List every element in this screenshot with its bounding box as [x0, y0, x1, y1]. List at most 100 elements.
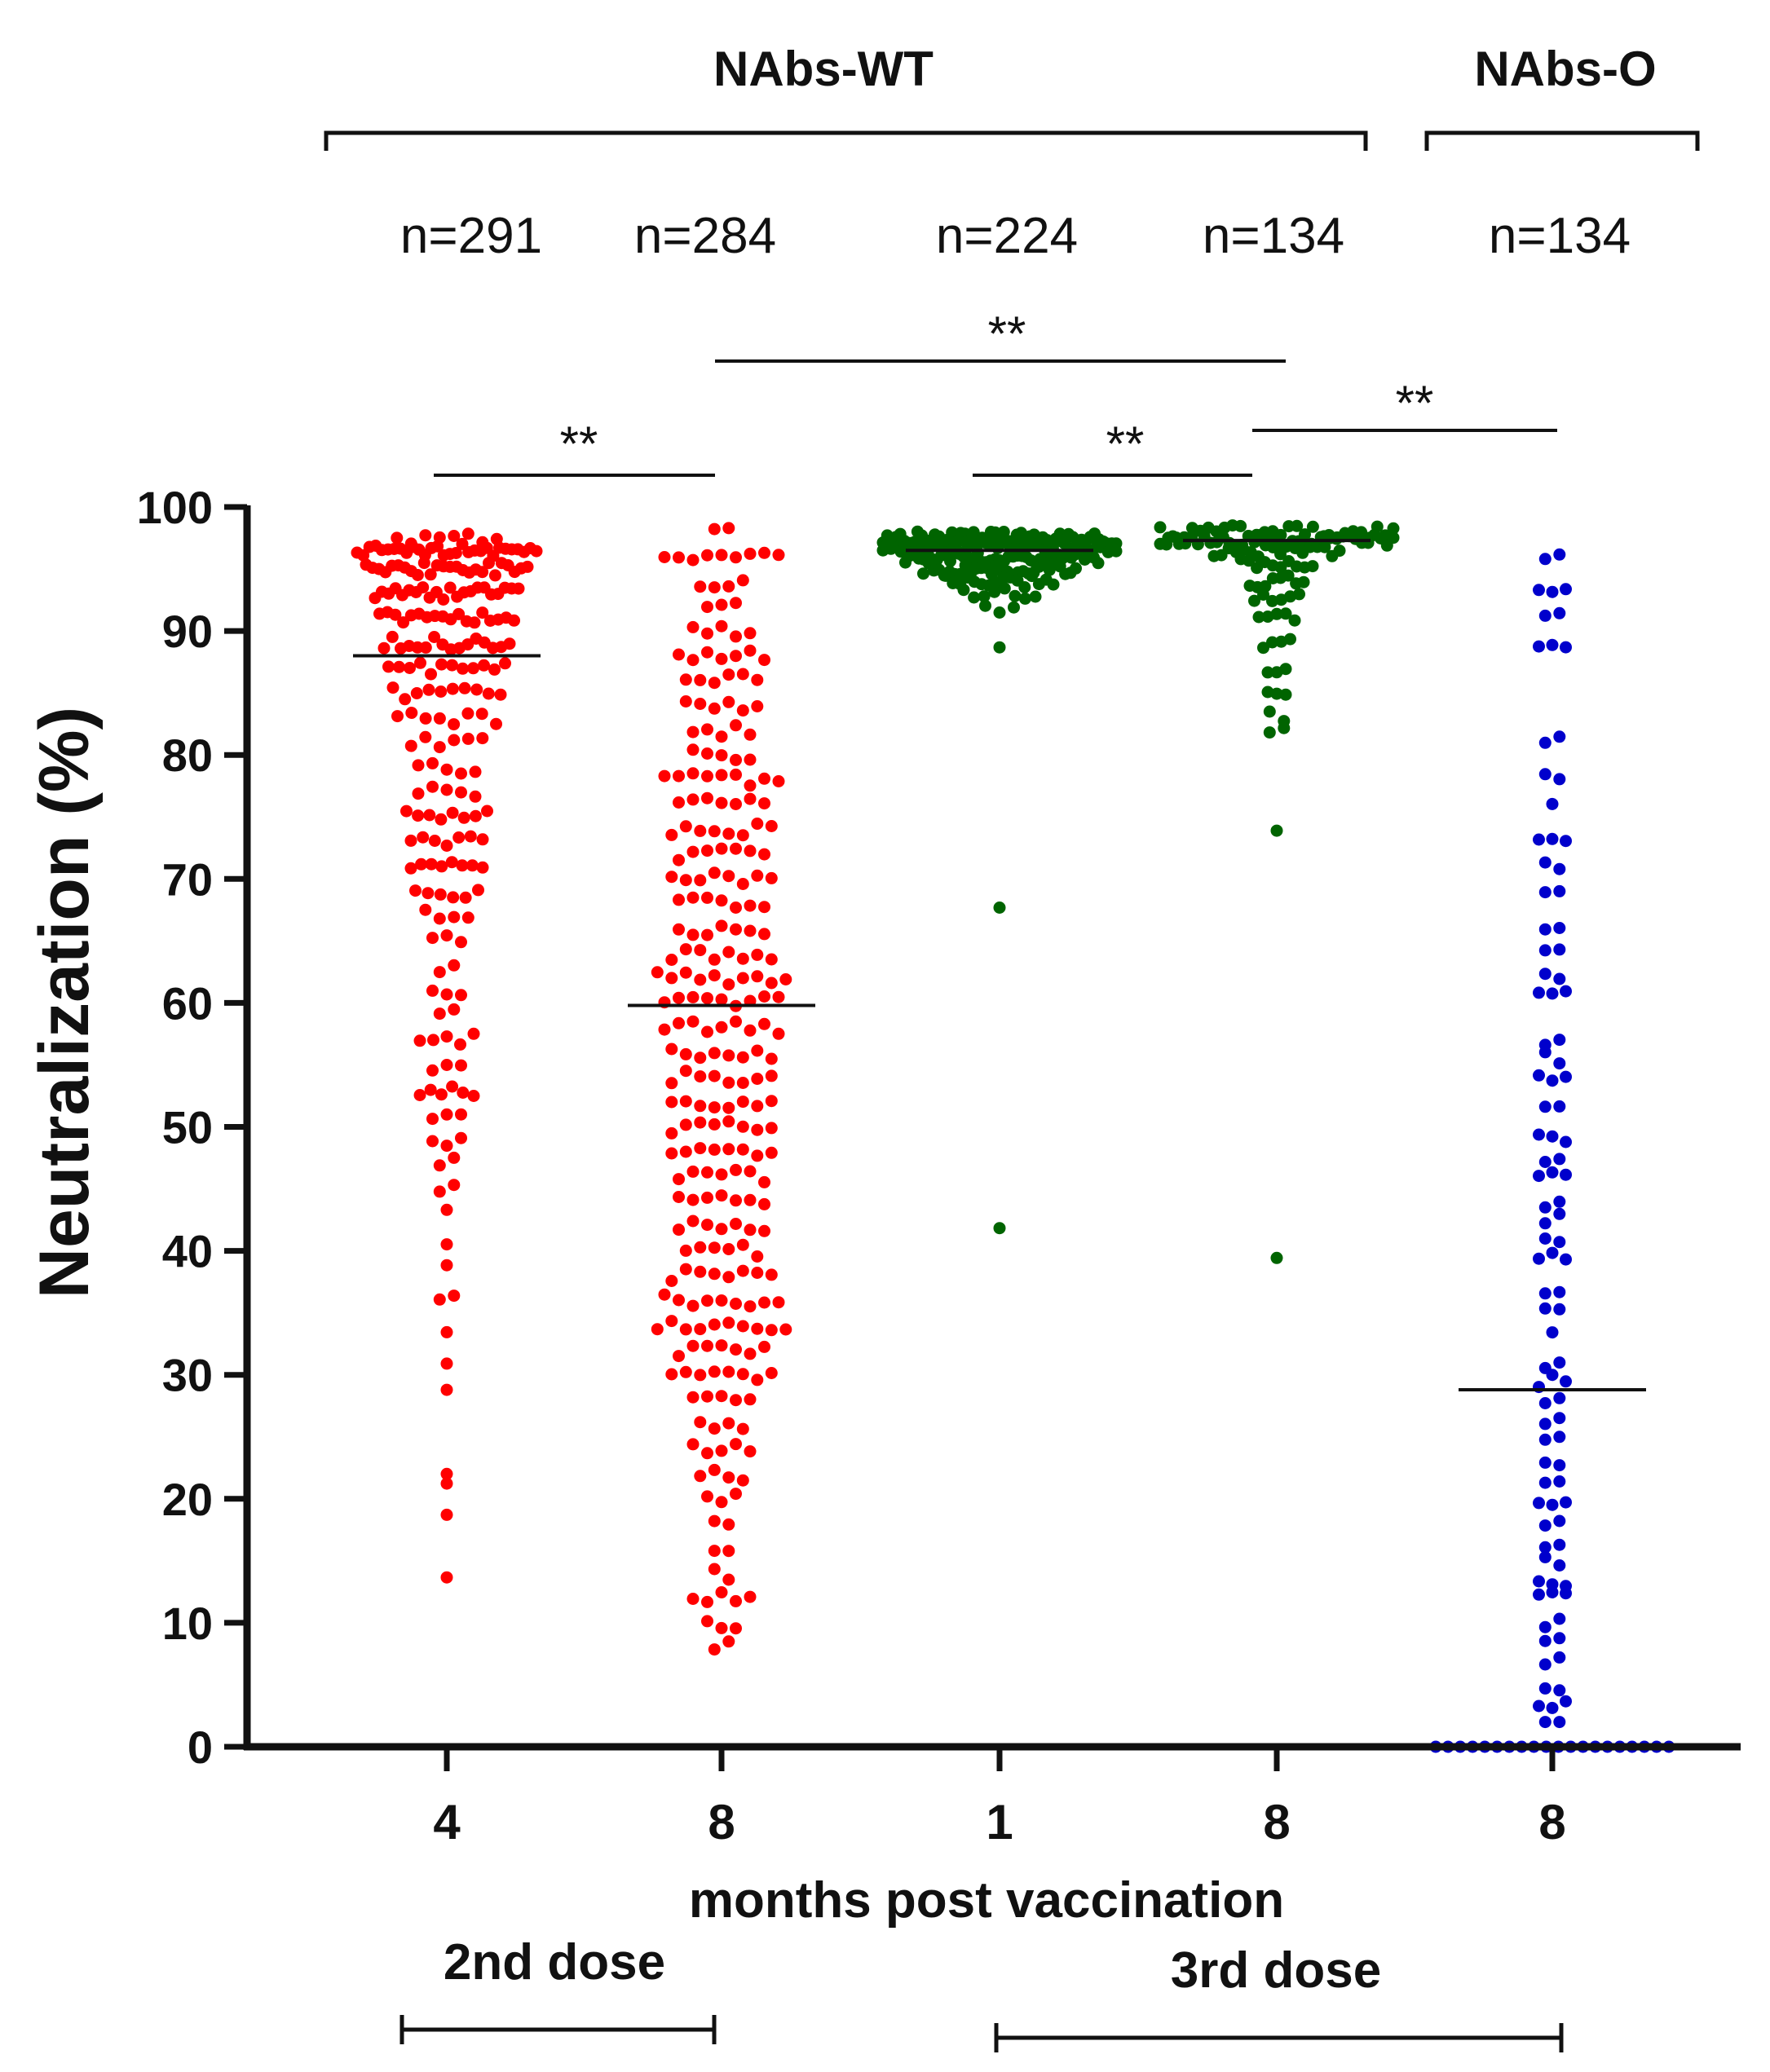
data-point: [426, 1113, 439, 1126]
data-point: [446, 1080, 459, 1093]
data-point: [722, 1101, 735, 1114]
data-point: [651, 966, 664, 979]
series-dots: [1429, 548, 1675, 1753]
data-point: [694, 1416, 707, 1429]
data-point: [1282, 569, 1295, 582]
data-point: [411, 569, 424, 581]
data-point: [686, 654, 700, 667]
data-point: [722, 1143, 735, 1156]
group-bracket-nabs-o: [1424, 130, 1700, 151]
data-point: [722, 1545, 735, 1558]
data-point: [979, 599, 991, 612]
data-point: [440, 1383, 453, 1396]
data-point: [694, 673, 707, 686]
data-point: [417, 557, 430, 570]
data-point: [1270, 1251, 1283, 1264]
data-point: [730, 1218, 742, 1230]
data-point: [715, 598, 728, 611]
data-point: [701, 1025, 713, 1038]
data-point: [715, 730, 728, 743]
data-point: [1070, 562, 1082, 575]
data-point: [701, 769, 713, 783]
data-point: [651, 1323, 664, 1336]
data-point: [715, 1223, 728, 1236]
data-point: [1538, 768, 1552, 781]
data-point: [993, 641, 1006, 654]
data-point: [722, 1271, 735, 1284]
series-dots: [876, 525, 1123, 1235]
data-point: [715, 894, 728, 907]
data-point: [701, 1490, 713, 1503]
data-point: [446, 659, 458, 672]
data-point: [386, 681, 399, 694]
data-point: [665, 828, 678, 841]
data-point: [744, 1024, 757, 1037]
data-point: [391, 710, 404, 723]
y-tick-label: 70: [162, 853, 213, 905]
data-point: [758, 1340, 770, 1353]
data-point: [1533, 1588, 1545, 1601]
data-point: [1553, 548, 1566, 561]
data-point: [1533, 1575, 1545, 1588]
data-point: [751, 970, 764, 983]
data-point: [447, 891, 460, 904]
data-point: [1533, 1252, 1545, 1265]
data-point: [751, 948, 764, 961]
data-point: [722, 668, 735, 681]
data-point: [765, 1052, 778, 1065]
data-point: [440, 929, 453, 942]
data-point: [461, 527, 475, 540]
data-point: [686, 1165, 700, 1178]
data-point: [715, 1339, 728, 1352]
data-point: [736, 1120, 749, 1133]
data-point: [694, 1323, 707, 1336]
data-point: [448, 959, 461, 972]
data-point: [440, 1108, 453, 1121]
group-header-nabs-wt: NAbs-WT: [713, 42, 934, 96]
data-point: [1538, 609, 1552, 622]
data-point: [708, 581, 721, 594]
data-point: [744, 1347, 757, 1360]
data-point: [694, 1100, 707, 1113]
data-point: [1538, 1100, 1552, 1113]
data-point: [1553, 1475, 1566, 1488]
data-point: [440, 1467, 453, 1480]
data-point: [1248, 594, 1260, 607]
data-point: [765, 1324, 778, 1337]
data-point: [448, 718, 461, 731]
data-point: [679, 874, 692, 887]
data-point: [673, 769, 685, 783]
data-point: [448, 1179, 461, 1192]
data-point: [1553, 1684, 1566, 1697]
data-point: [701, 1191, 713, 1204]
data-point: [1538, 1232, 1552, 1245]
data-point: [448, 734, 461, 747]
data-point: [377, 641, 391, 655]
data-point: [1263, 705, 1276, 718]
data-point: [701, 844, 713, 857]
data-point: [1546, 797, 1559, 810]
data-point: [476, 861, 489, 874]
data-point: [701, 723, 713, 736]
data-point: [422, 887, 435, 900]
data-point: [1279, 663, 1292, 676]
data-point: [1533, 833, 1545, 846]
data-point: [521, 560, 534, 573]
data-point: [400, 805, 413, 818]
data-point: [1538, 1417, 1552, 1431]
data-point: [446, 682, 459, 695]
data-point: [1538, 1433, 1552, 1446]
data-point: [772, 549, 785, 562]
data-point: [1318, 540, 1331, 553]
data-point: [393, 660, 405, 673]
data-point: [435, 658, 448, 671]
data-point: [772, 1027, 785, 1040]
data-point: [679, 1365, 692, 1378]
data-point: [744, 1300, 757, 1313]
data-point: [765, 953, 778, 966]
data-point: [665, 1096, 678, 1109]
data-point: [736, 1368, 749, 1381]
data-point: [715, 993, 728, 1006]
data-point: [1553, 1559, 1566, 1572]
data-point: [499, 657, 511, 670]
